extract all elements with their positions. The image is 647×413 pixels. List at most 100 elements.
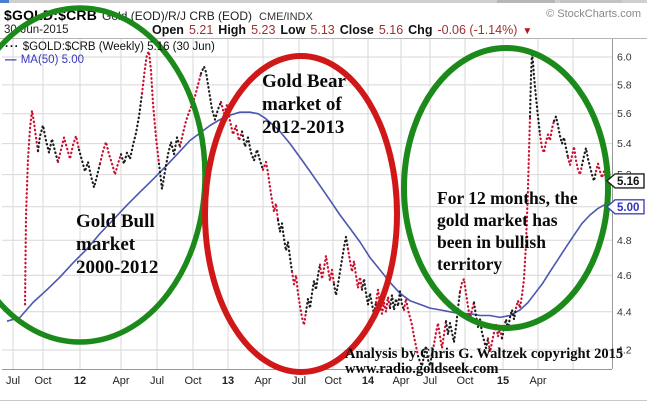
y-axis-label: 5.6 [617,108,632,120]
annotation-line: 2000-2012 [76,257,159,278]
x-axis-label: Jul [6,375,20,387]
credit-line: www.radio.goldseek.com [345,361,499,377]
annotation-line: been in bullish [437,232,546,252]
price-dotted-line [240,130,265,171]
chart-legend: ··· $GOLD:$CRB (Weekly) 5.16 (30 Jun) — … [5,41,215,67]
quote-date: 30-Jun-2015 [4,24,69,36]
price-tag-value: 5.00 [617,202,639,214]
price-dotted-line [290,270,308,327]
x-axis-label: 12 [74,375,86,387]
stockcharts-copyright: © StockCharts.com [546,8,641,20]
open-label: Open [152,23,184,37]
legend-price-series: ··· $GOLD:$CRB (Weekly) 5.16 (30 Jun) [5,41,215,54]
ohlc-quote: Open 5.21 High 5.23 Low 5.13 Close 5.16 … [152,23,532,37]
price-dotted-line [56,134,81,164]
y-axis-label: 4.8 [617,235,632,247]
annotation-line: Gold Bull [76,211,155,232]
chart-top-border [0,38,647,39]
y-axis-label: 5.2 [617,169,632,181]
analyst-credit: Analysis by Chris G. Waltzek copyright 2… [345,347,623,377]
high-label: High [218,23,247,37]
price-tag [605,173,645,189]
price-dotted-line [360,277,378,315]
price-dotted-line [346,247,364,291]
annotation-line: Gold Bear [262,71,346,92]
browser-edge-strip [0,0,647,3]
price-dotted-line [219,100,244,142]
price-dotted-line [538,119,556,154]
annotation-line: gold market has [437,210,558,230]
price-dotted-line [374,288,392,315]
price-dotted-line [157,136,182,190]
price-dotted-line [36,124,60,164]
y-axis-label: 4.6 [617,270,632,282]
annotation-bullish-territory: For 12 months, the gold market has been … [437,187,578,275]
legend-price-label: $GOLD:$CRB (Weekly) 5.16 (30 Jun) [22,41,215,53]
price-dotted-line [261,160,280,222]
price-tag-value: 5.16 [617,176,639,188]
browser-edge-segment [560,0,622,3]
x-axis-label: Jul [292,375,306,387]
price-dotted-line [77,148,102,189]
x-axis-label: Jul [150,375,164,387]
low-label: Low [280,23,306,37]
browser-edge-segment [497,0,555,3]
price-dotted-line [472,301,490,350]
price-dotted-line [140,50,161,165]
exchange-label: CME/INDX [259,11,313,23]
annotation-line: market of [262,94,342,115]
price-dotted-line [119,92,144,165]
change-label: Chg [408,23,433,37]
annotation-line: market [76,234,136,255]
x-axis-label: Oct [34,375,51,387]
browser-edge-accent [0,0,9,3]
price-dotted-line [444,290,462,344]
price-dotted-line [594,162,610,182]
ticker-symbol: $GOLD:$CRB [4,7,98,23]
price-dotted-line [199,65,223,121]
y-axis-label: 5.4 [617,138,632,150]
price-dotted-line [388,290,406,311]
price-dotted-line [23,109,40,306]
price-dotted-line [580,147,598,182]
close-value: 5.16 [378,23,404,37]
low-value: 5.13 [310,23,335,37]
dotted-line-swatch-icon: ··· [5,41,20,53]
annotation-line: territory [437,254,503,274]
price-dotted-line [318,254,336,286]
annotation-gold-bear: Gold Bear market of 2012-2013 [262,70,346,139]
change-down-arrow-icon: ▼ [522,26,533,37]
price-dotted-line [458,277,476,321]
quote-bar: 30-Jun-2015 Open 5.21 High 5.23 Low 5.13… [4,23,643,38]
price-dotted-line [566,145,584,176]
price-dotted-line [332,235,350,297]
annotation-gold-bull: Gold Bull market 2000-2012 [76,210,158,279]
price-dotted-line [552,115,570,159]
x-axis-label: Oct [324,375,341,387]
price-dotted-line [276,218,294,273]
ticker-description: Gold (EOD)/R/J CRB (EOD) [102,9,253,23]
annotation-line: 2012-2013 [262,117,345,138]
price-dotted-line [98,140,123,176]
x-axis-label: 13 [222,375,234,387]
legend-ma-series: — MA(50) 5.00 [5,54,215,67]
change-value: -0.06 (-1.14%) [437,23,518,37]
price-tag [605,199,645,215]
y-axis-label: 6.0 [617,52,632,64]
open-value: 5.21 [188,23,214,37]
page-bottom-divider [0,400,647,401]
price-dotted-line [304,263,322,313]
close-label: Close [339,23,374,37]
legend-ma-label: MA(50) 5.00 [20,54,84,66]
x-axis-label: Apr [112,375,129,387]
chart-title-bar: $GOLD:$CRB Gold (EOD)/R/J CRB (EOD) CME/IN… [4,7,643,24]
y-axis-label: 4.4 [617,306,632,318]
price-dotted-line [528,53,542,136]
x-axis-label: Oct [184,375,201,387]
x-axis-label: Apr [254,375,271,387]
price-dotted-line [178,72,203,148]
high-value: 5.23 [251,23,276,37]
y-axis-label: 5.0 [617,201,632,213]
credit-line: Analysis by Chris G. Waltzek copyright 2… [345,346,624,362]
